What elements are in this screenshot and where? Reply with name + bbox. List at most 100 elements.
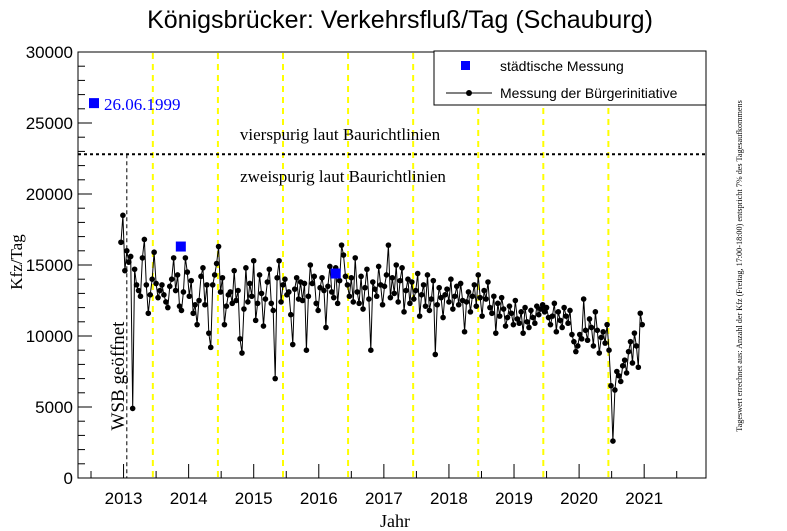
data-point-buergerinitiative	[600, 328, 606, 335]
data-point-buergerinitiative	[143, 282, 150, 288]
data-point-buergerinitiative	[358, 273, 364, 280]
data-point-buergerinitiative	[334, 300, 341, 307]
data-point-buergerinitiative	[576, 331, 583, 338]
data-point-buergerinitiative	[174, 272, 181, 278]
data-point-staedtische	[175, 241, 186, 252]
data-point-buergerinitiative	[602, 340, 608, 346]
data-point-buergerinitiative	[565, 320, 571, 327]
data-point-buergerinitiative	[364, 266, 370, 273]
legend-label-buergerinitiative: Messung der Bürgerinitiative	[500, 85, 678, 101]
data-point-buergerinitiative	[161, 292, 167, 298]
data-point-buergerinitiative	[168, 276, 175, 283]
data-point-buergerinitiative	[535, 311, 542, 318]
data-point-buergerinitiative	[409, 279, 415, 285]
data-point-buergerinitiative	[428, 296, 435, 302]
data-point-buergerinitiative	[557, 317, 564, 324]
data-point-buergerinitiative	[166, 283, 173, 290]
data-point-buergerinitiative	[309, 280, 316, 287]
data-point-buergerinitiative	[159, 282, 165, 288]
data-point-buergerinitiative	[280, 282, 286, 288]
data-point-buergerinitiative	[539, 301, 546, 308]
data-point-buergerinitiative	[317, 284, 323, 291]
data-point-buergerinitiative	[254, 300, 261, 307]
data-point-buergerinitiative	[274, 274, 280, 281]
data-point-buergerinitiative	[241, 306, 247, 312]
data-point-buergerinitiative	[469, 293, 476, 300]
legend-marker-square	[461, 61, 470, 70]
data-point-buergerinitiative	[403, 287, 409, 294]
data-point-buergerinitiative	[209, 282, 216, 288]
y-tick-label: 15000	[26, 256, 73, 275]
annotation-date: 26.06.1999	[104, 95, 181, 114]
data-point-buergerinitiative	[475, 272, 482, 278]
data-point-buergerinitiative	[180, 289, 187, 295]
data-point-buergerinitiative	[219, 274, 226, 281]
data-point-buergerinitiative	[303, 347, 310, 354]
data-point-buergerinitiative	[455, 301, 462, 308]
data-point-buergerinitiative	[258, 290, 265, 297]
data-point-buergerinitiative	[260, 323, 267, 329]
data-point-buergerinitiative	[537, 306, 544, 312]
data-point-buergerinitiative	[217, 289, 224, 295]
data-point-buergerinitiative	[352, 255, 359, 261]
data-point-buergerinitiative	[145, 310, 152, 317]
data-point-buergerinitiative	[627, 338, 634, 345]
data-point-buergerinitiative	[578, 336, 585, 342]
data-point-buergerinitiative	[411, 296, 417, 302]
data-point-buergerinitiative	[533, 303, 540, 309]
data-point-buergerinitiative	[135, 287, 142, 294]
data-point-buergerinitiative	[621, 357, 628, 363]
data-point-buergerinitiative	[612, 387, 618, 393]
data-point-buergerinitiative	[184, 269, 191, 275]
legend-box	[433, 50, 707, 106]
data-point-buergerinitiative	[202, 301, 208, 308]
data-point-buergerinitiative	[633, 343, 640, 349]
data-point-buergerinitiative	[282, 276, 288, 283]
data-point-buergerinitiative	[342, 273, 349, 280]
data-point-buergerinitiative	[182, 255, 189, 261]
data-point-buergerinitiative	[270, 307, 277, 314]
data-point-buergerinitiative	[631, 330, 638, 336]
data-point-buergerinitiative	[286, 289, 292, 295]
data-point-buergerinitiative	[139, 255, 146, 261]
data-point-buergerinitiative	[213, 260, 220, 267]
data-point-buergerinitiative	[610, 438, 616, 444]
annotation-marker	[89, 98, 99, 109]
plot-area: 0 5000 10000 15000 20000 25000 30000 2013 2014 20…	[26, 43, 707, 508]
data-point-buergerinitiative	[321, 287, 327, 294]
side-note: Tageswert errechnet aus: Anzahl der Kfz …	[735, 100, 744, 432]
data-point-buergerinitiative	[188, 277, 195, 284]
data-point-buergerinitiative	[370, 279, 376, 285]
data-point-buergerinitiative	[137, 293, 144, 300]
data-point-buergerinitiative	[190, 310, 196, 317]
data-point-buergerinitiative	[594, 327, 601, 334]
data-point-buergerinitiative	[471, 282, 478, 288]
data-point-buergerinitiative	[512, 297, 519, 304]
data-point-buergerinitiative	[639, 321, 646, 328]
x-tick-label: 2018	[430, 489, 468, 508]
data-point-buergerinitiative	[155, 294, 161, 301]
data-point-buergerinitiative	[504, 314, 511, 321]
data-point-buergerinitiative	[412, 287, 419, 294]
data-point-buergerinitiative	[473, 303, 480, 309]
data-point-buergerinitiative	[124, 248, 130, 254]
data-point-buergerinitiative	[430, 277, 437, 284]
data-point-buergerinitiative	[315, 307, 321, 314]
data-point-buergerinitiative	[186, 293, 193, 300]
data-point-buergerinitiative	[223, 303, 230, 309]
data-point-buergerinitiative	[178, 307, 185, 314]
data-point-buergerinitiative	[567, 307, 573, 314]
x-tick-label: 2019	[495, 489, 533, 508]
data-point-buergerinitiative	[424, 272, 431, 278]
data-point-buergerinitiative	[420, 282, 427, 288]
y-axis-label: Kfz/Tag	[7, 234, 26, 290]
data-point-buergerinitiative	[252, 317, 259, 324]
data-point-buergerinitiative	[434, 301, 441, 308]
data-point-buergerinitiative	[559, 324, 565, 331]
data-point-buergerinitiative	[592, 309, 599, 315]
data-point-buergerinitiative	[196, 297, 202, 304]
data-point-buergerinitiative	[118, 239, 124, 246]
data-point-buergerinitiative	[229, 300, 236, 307]
y-tick-label: 10000	[26, 327, 73, 346]
data-point-buergerinitiative	[547, 321, 554, 328]
